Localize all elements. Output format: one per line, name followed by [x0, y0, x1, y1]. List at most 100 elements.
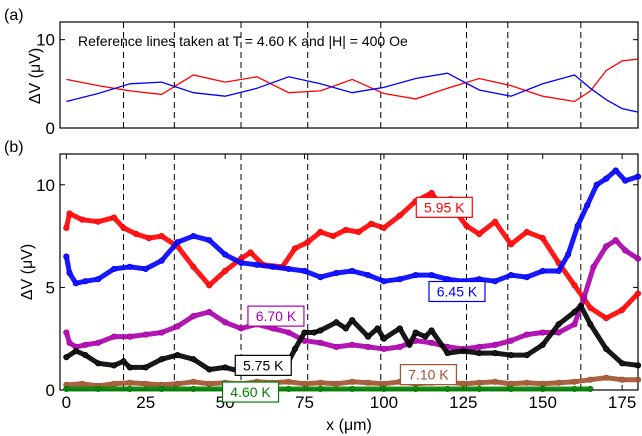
data-point	[110, 214, 118, 221]
data-point	[206, 282, 213, 289]
data-point	[349, 317, 356, 324]
data-point	[349, 385, 356, 393]
data-point	[158, 329, 165, 336]
panel-a-annotation: Reference lines taken at T = 4.60 K and …	[78, 33, 408, 49]
data-point	[95, 276, 102, 283]
data-point	[364, 333, 372, 340]
data-point	[330, 232, 337, 240]
series-label-box	[428, 280, 486, 303]
data-point	[587, 385, 594, 393]
panel-a-series	[66, 58, 639, 113]
data-point	[619, 306, 626, 314]
panel-b-series	[63, 167, 642, 393]
data-point	[380, 224, 388, 231]
panel-a-label: (a)	[4, 7, 24, 24]
data-point	[593, 181, 600, 188]
data-point	[539, 341, 546, 348]
data-point	[619, 376, 626, 383]
data-point	[342, 325, 349, 332]
panel-a: 0 10 (a) ΔV (μV) Reference lines taken at…	[4, 7, 639, 138]
x-tick-label: 175	[608, 393, 636, 412]
series-label: 6.45 K	[437, 283, 478, 299]
series-line	[66, 58, 639, 103]
data-point	[82, 278, 89, 285]
series-trace	[63, 237, 641, 352]
data-point	[291, 345, 299, 353]
series-trace	[63, 190, 641, 321]
x-tick-label: 150	[529, 393, 557, 412]
panel-a-dashed-lines	[123, 22, 582, 128]
data-point	[634, 255, 642, 262]
data-point	[110, 333, 118, 340]
data-point	[291, 245, 299, 252]
x-tick-label: 0	[62, 393, 71, 412]
data-point	[82, 352, 89, 359]
data-point	[301, 380, 308, 387]
data-point	[126, 333, 133, 340]
data-point	[333, 380, 340, 387]
series-label: 5.95 K	[424, 199, 465, 215]
data-point	[206, 237, 213, 244]
data-point	[555, 379, 562, 386]
data-point	[507, 271, 515, 279]
data-point	[333, 269, 340, 277]
data-point	[79, 216, 86, 223]
data-point	[126, 379, 133, 386]
data-point	[577, 302, 584, 309]
data-point	[355, 228, 362, 236]
data-point	[317, 379, 324, 386]
data-point	[476, 230, 483, 238]
panel-a-y-ticks: 0 10	[36, 31, 638, 138]
data-point	[444, 349, 451, 357]
data-point	[565, 251, 572, 258]
data-point	[145, 235, 153, 242]
data-point	[174, 323, 181, 330]
data-point	[571, 385, 578, 393]
data-point	[584, 202, 591, 209]
data-point	[237, 325, 245, 332]
data-point	[317, 339, 324, 346]
data-point	[142, 331, 149, 338]
data-point	[428, 189, 435, 197]
data-point	[587, 321, 594, 328]
data-point	[342, 226, 349, 234]
data-point	[206, 366, 213, 373]
series-label-box	[399, 364, 457, 386]
data-point	[142, 265, 149, 273]
data-point	[406, 341, 413, 348]
y-tick-label: 10	[36, 31, 55, 50]
data-point	[126, 385, 133, 393]
data-point	[603, 243, 610, 250]
data-point	[539, 329, 546, 336]
data-point	[523, 379, 530, 386]
data-point	[368, 220, 375, 227]
data-point	[285, 385, 292, 393]
panel-b-annotations: 5.95 K 6.45 K 6.70 K 5.75 K 7.10 K 4.60 K	[221, 196, 486, 403]
data-point	[428, 339, 435, 346]
data-point	[95, 218, 102, 225]
data-point	[491, 341, 499, 348]
data-point	[428, 271, 435, 279]
series-label: 4.60 K	[230, 384, 271, 400]
data-point	[174, 380, 181, 387]
data-point	[301, 329, 308, 336]
y-tick-label: 0	[46, 381, 55, 400]
data-point	[110, 362, 118, 369]
data-point	[222, 251, 229, 258]
data-point	[612, 237, 619, 244]
data-point	[79, 380, 86, 387]
y-tick-label: 10	[36, 176, 55, 195]
data-point	[95, 339, 102, 346]
data-point	[634, 376, 642, 383]
data-point	[622, 177, 629, 184]
data-point	[587, 304, 594, 312]
data-point	[380, 335, 388, 342]
data-point	[634, 173, 642, 180]
data-point	[491, 218, 499, 225]
data-point	[317, 327, 324, 334]
data-point	[349, 378, 356, 385]
data-point	[396, 325, 403, 332]
data-point	[476, 343, 483, 351]
